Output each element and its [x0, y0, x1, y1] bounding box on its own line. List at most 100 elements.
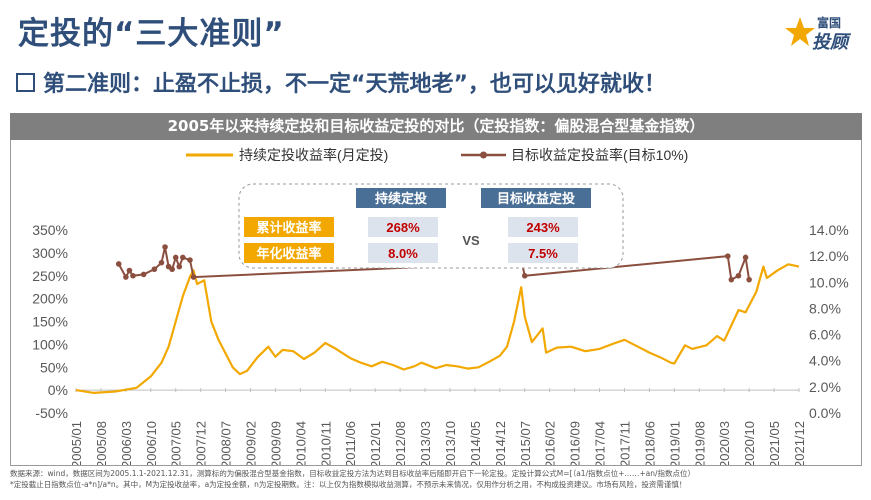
x-tick-label: 2013/10: [443, 421, 458, 465]
x-tick-label: 2016/09: [568, 421, 583, 465]
series-target-point: [126, 267, 133, 274]
series-target-point: [190, 274, 197, 280]
x-tick-label: 2017/04: [593, 421, 608, 465]
series-continuous-line: [75, 263, 800, 394]
y-left-tick-label: 0%: [48, 382, 68, 398]
legend-marker-target: [480, 151, 487, 159]
footer-line-2: *定投截止日指数点位-a*n]/a*n。其中，M为定投收益率，a为定投金额，n为…: [10, 480, 687, 489]
y-right-tick-label: 14.0%: [809, 222, 849, 238]
x-tick-label: 2019/08: [692, 421, 707, 465]
col-header-continuous-bg: [356, 188, 446, 208]
series-target-point: [158, 259, 165, 266]
row-label: 年化收益率: [256, 246, 321, 261]
series-target-point: [172, 254, 179, 261]
series-target-point: [742, 254, 749, 261]
value-continuous: 8.0%: [388, 246, 418, 261]
x-tick-label: 2007/05: [169, 421, 184, 465]
y-left-tick-label: -50%: [35, 405, 68, 421]
line-chart: -50% 0% 50% 100% 150% 200% 250% 300% 350% 0.0% 2.0…: [32, 147, 849, 465]
x-tick-label: 2012/08: [393, 421, 408, 465]
chart-title: 2005年以来持续定投和目标收益定投的对比（定投指数：偏股混合型基金指数）: [10, 113, 862, 140]
series-target-point: [123, 274, 129, 280]
series-target-point: [724, 253, 731, 259]
x-tick-label: 2019/01: [667, 421, 682, 465]
y-right-tick-label: 10.0%: [809, 274, 849, 290]
x-tick-label: 2005/01: [69, 421, 84, 465]
x-tick-label: 2017/11: [617, 421, 632, 465]
value-continuous: 268%: [386, 220, 420, 235]
logo-name: 投顾: [812, 32, 848, 53]
x-tick-label: 2006/10: [144, 421, 159, 465]
checkbox-icon: [16, 73, 35, 92]
series-target-point: [180, 254, 186, 261]
y-right-tick-label: 4.0%: [809, 353, 841, 369]
col-header-target-bg: [481, 188, 591, 208]
y-left-tick-label: 250%: [32, 268, 68, 284]
x-tick-label: 2010/04: [293, 421, 308, 465]
x-tick-label: 2018/06: [642, 421, 657, 465]
series-target-point: [151, 266, 158, 273]
x-tick-label: 2005/08: [94, 421, 109, 465]
x-tick-label: 2007/12: [194, 421, 209, 465]
x-tick-label: 2010/11: [318, 421, 333, 465]
series-target-point: [521, 272, 528, 279]
series-target-point: [162, 244, 168, 250]
vs-label: VS: [462, 233, 480, 248]
value-target-bg: [508, 217, 578, 237]
x-tick-label: 2012/01: [368, 421, 383, 465]
footer-note: 数据来源：wind，数据区间为2005.1.1-2021.12.31，测算标的为…: [10, 468, 865, 490]
page-title: 定投的“三大准则”: [18, 16, 285, 52]
x-tick-label: 2009/09: [268, 421, 283, 465]
series-target-point: [728, 276, 735, 283]
subtitle-text: 第二准则：止盈不止损，不一定“天荒地老”，也可以见好就收！: [43, 72, 666, 97]
x-tick-label: 2021/05: [767, 421, 782, 465]
value-target-bg: [508, 243, 578, 263]
series-target-point: [169, 266, 175, 273]
value-target: 243%: [526, 220, 560, 235]
series-target-point: [130, 272, 136, 279]
x-tick-label: 2013/03: [418, 421, 433, 465]
x-tick-label: 2014/05: [468, 421, 483, 465]
y-right-tick-label: 0.0%: [809, 405, 841, 421]
x-tick-label: 2021/12: [792, 421, 807, 465]
footer-line-1: 数据来源：wind，数据区间为2005.1.1-2021.12.31，测算标的为…: [10, 469, 696, 478]
row-label-bg: [244, 217, 334, 237]
y-left-tick-label: 200%: [32, 291, 68, 307]
x-tick-label: 2009/02: [244, 421, 259, 465]
chart-frame: -50% 0% 50% 100% 150% 200% 250% 300% 350% 0.0% 2.0…: [10, 140, 862, 466]
y-left-tick-label: 150%: [32, 314, 68, 330]
legend-label-continuous: 持续定投收益率(月定投): [239, 147, 388, 163]
x-tick-label: 2006/03: [119, 421, 134, 465]
star-icon: [785, 17, 815, 46]
y-right-tick-label: 8.0%: [809, 300, 841, 316]
x-tick-label: 2015/07: [518, 421, 533, 465]
x-tick-label: 2008/07: [219, 421, 234, 465]
series-target-point: [735, 272, 742, 279]
value-continuous-bg: [368, 217, 438, 237]
row-label-bg: [244, 243, 334, 263]
x-tick-label: 2016/02: [543, 421, 558, 465]
y-right-tick-label: 6.0%: [809, 327, 841, 343]
x-tick-label: 2011/06: [343, 421, 358, 465]
x-tick-label: 2014/12: [493, 421, 508, 465]
y-left-tick-label: 350%: [32, 222, 68, 238]
value-continuous-bg: [368, 243, 438, 263]
value-target: 7.5%: [528, 246, 558, 261]
y-left-tick-label: 100%: [32, 336, 68, 352]
series-target-point: [140, 271, 147, 278]
y-left-tick-label: 300%: [32, 245, 68, 261]
series-target-point: [187, 257, 193, 263]
y-right-tick-label: 12.0%: [809, 248, 849, 264]
legend-label-target: 目标收益定投益率(目标10%): [511, 147, 688, 163]
series-target-point: [746, 276, 752, 283]
y-left-tick-label: 50%: [40, 359, 68, 375]
logo-brand: 富国: [817, 16, 842, 30]
series-target-point: [115, 261, 122, 267]
x-tick-label: 2020/10: [742, 421, 757, 465]
row-label: 累计收益率: [256, 220, 321, 235]
x-tick-label: 2020/03: [717, 421, 732, 465]
page-subtitle: 第二准则：止盈不止损，不一定“天荒地老”，也可以见好就收！: [16, 66, 666, 98]
series-target-point: [176, 263, 183, 270]
logo: 富国 投顾: [784, 14, 864, 58]
y-right-tick-label: 2.0%: [809, 379, 841, 395]
